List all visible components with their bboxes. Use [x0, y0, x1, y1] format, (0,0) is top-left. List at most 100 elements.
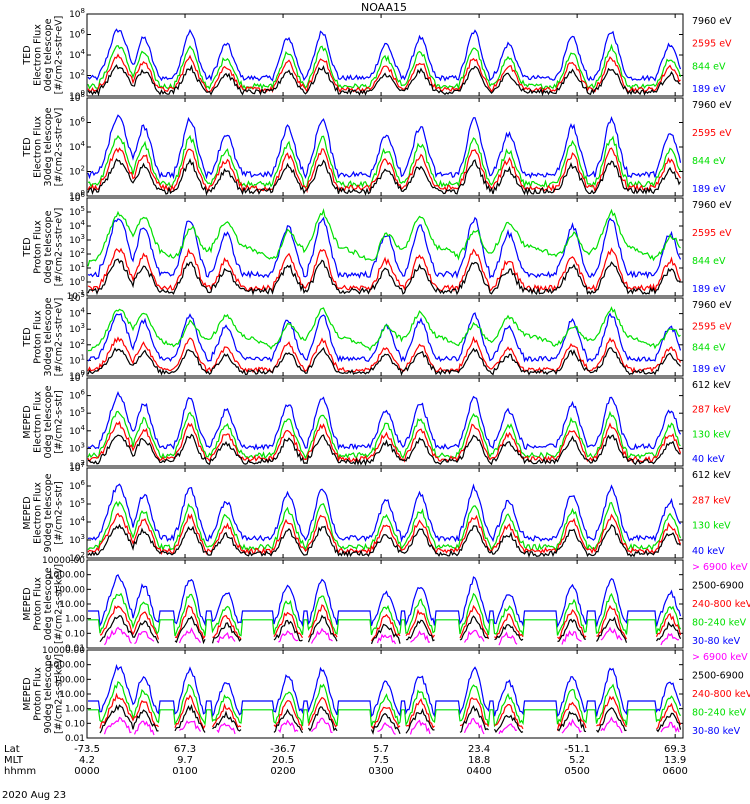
flux-trace	[311, 717, 333, 734]
y-tick-label: 103	[69, 441, 85, 454]
y-tick-label: 106	[69, 28, 85, 41]
y-tick-label: 104	[69, 219, 85, 232]
y-axis-label: MEPED	[22, 587, 33, 620]
legend-entry: 612 keV	[692, 380, 731, 391]
flux-trace	[498, 723, 518, 735]
y-axis-label: Proton Flux	[33, 220, 44, 274]
flux-trace	[405, 619, 435, 642]
date-label: 2020 Aug 23	[2, 790, 66, 800]
flux-trace	[660, 632, 680, 646]
legend-entry: 2500-6900	[692, 671, 744, 682]
x-row-label: MLT	[4, 755, 24, 766]
y-tick-label: 104	[69, 140, 85, 153]
flux-trace	[87, 500, 682, 553]
flux-trace	[87, 147, 682, 194]
time-label: 0500	[564, 766, 589, 777]
lat-value: 23.4	[468, 744, 490, 755]
flux-trace	[87, 53, 681, 94]
legend-entry: 2595 eV	[692, 228, 732, 239]
flux-trace	[87, 312, 682, 363]
y-tick-label: 1.00	[65, 705, 85, 715]
lat-value: 5.7	[373, 744, 389, 755]
time-label: 0300	[368, 766, 393, 777]
flux-trace	[87, 207, 681, 267]
legend-entry: 189 eV	[692, 364, 726, 375]
y-tick-label: 100	[69, 275, 85, 288]
flux-trace	[273, 700, 304, 731]
flux-trace	[178, 627, 201, 644]
flux-trace	[493, 714, 524, 734]
y-tick-label: 1.00	[65, 615, 85, 625]
flux-trace	[87, 247, 682, 293]
y-axis-label: Proton Flux	[33, 667, 44, 721]
flux-trace	[561, 630, 582, 645]
y-tick-label: 102	[69, 459, 85, 472]
flux-trace	[174, 604, 206, 640]
flux-trace	[87, 512, 682, 556]
y-axis-label: 0deg telescope	[43, 210, 54, 283]
flux-trace	[99, 692, 159, 729]
y-tick-label: 107	[69, 461, 85, 474]
flux-trace	[556, 701, 587, 731]
flux-trace	[660, 721, 680, 733]
y-tick-label: 105	[69, 291, 85, 304]
flux-trace	[212, 614, 242, 640]
y-axis-label: TED	[22, 237, 33, 257]
flux-trace	[134, 630, 155, 645]
flux-trace	[88, 573, 682, 629]
legend-entry: 30-80 keV	[692, 726, 741, 737]
flux-trace	[463, 629, 485, 643]
flux-trace	[310, 627, 333, 644]
y-tick-label: 108	[69, 7, 85, 20]
flux-trace	[87, 346, 681, 377]
flux-trace	[596, 695, 627, 728]
flux-trace	[596, 616, 628, 643]
legend-entry: 189 eV	[692, 284, 726, 295]
y-axis-label: [#/cm2-s-sr-keV]	[54, 654, 65, 734]
panel-frame	[86, 297, 684, 377]
y-axis-label: Electron Flux	[33, 24, 44, 86]
legend-entry: 30-80 keV	[692, 636, 741, 647]
legend-entry: 844 eV	[692, 343, 726, 354]
flux-trace	[273, 611, 304, 639]
flux-trace	[212, 710, 242, 732]
y-tick-label: 0.01	[65, 734, 85, 744]
flux-trace	[494, 703, 524, 730]
lat-value: -36.7	[270, 744, 296, 755]
mlt-value: 7.5	[373, 755, 389, 766]
mlt-value: 4.2	[79, 755, 95, 766]
y-tick-label: 104	[69, 424, 85, 437]
time-label: 0000	[74, 766, 99, 777]
mlt-value: 20.5	[272, 755, 294, 766]
mlt-value: 18.8	[468, 755, 490, 766]
lat-value: -73.5	[74, 744, 100, 755]
flux-trace	[307, 696, 338, 728]
legend-entry: 40 keV	[692, 454, 725, 465]
flux-trace	[557, 618, 587, 643]
flux-trace	[596, 707, 627, 733]
y-axis-label: [#/cm2-s-str]	[54, 390, 65, 453]
y-tick-label: 102	[69, 69, 85, 82]
y-tick-label: 102	[69, 551, 85, 564]
flux-trace	[103, 716, 132, 735]
flux-trace	[494, 623, 524, 641]
y-tick-label: 105	[69, 497, 85, 510]
y-tick-label: 105	[69, 205, 85, 218]
y-axis-label: [#/cm2-s-str-eV]	[54, 16, 65, 95]
y-axis-label: [#/cm2-s-str-eV]	[54, 208, 65, 287]
panel-4: 100 101 102 103 104 105 TED Proton Flux 30deg te…	[22, 291, 732, 382]
time-label: 0400	[466, 766, 491, 777]
flux-trace	[87, 64, 681, 97]
y-tick-label: 106	[69, 116, 85, 129]
panel-5: 102 103 104 105 106 107 MEPED Electron Flux 0deg…	[22, 371, 731, 472]
y-tick-label: 1000.00	[48, 571, 85, 581]
flux-trace	[376, 633, 397, 645]
y-axis-label: TED	[22, 327, 33, 347]
legend-entry: 612 keV	[692, 470, 731, 481]
flux-trace	[211, 702, 242, 728]
y-tick-label: 100.00	[54, 675, 86, 685]
legend-entry: 130 keV	[692, 521, 731, 532]
flux-trace	[211, 622, 242, 644]
y-axis-label: [#/cm2-s-str-eV]	[54, 108, 65, 187]
